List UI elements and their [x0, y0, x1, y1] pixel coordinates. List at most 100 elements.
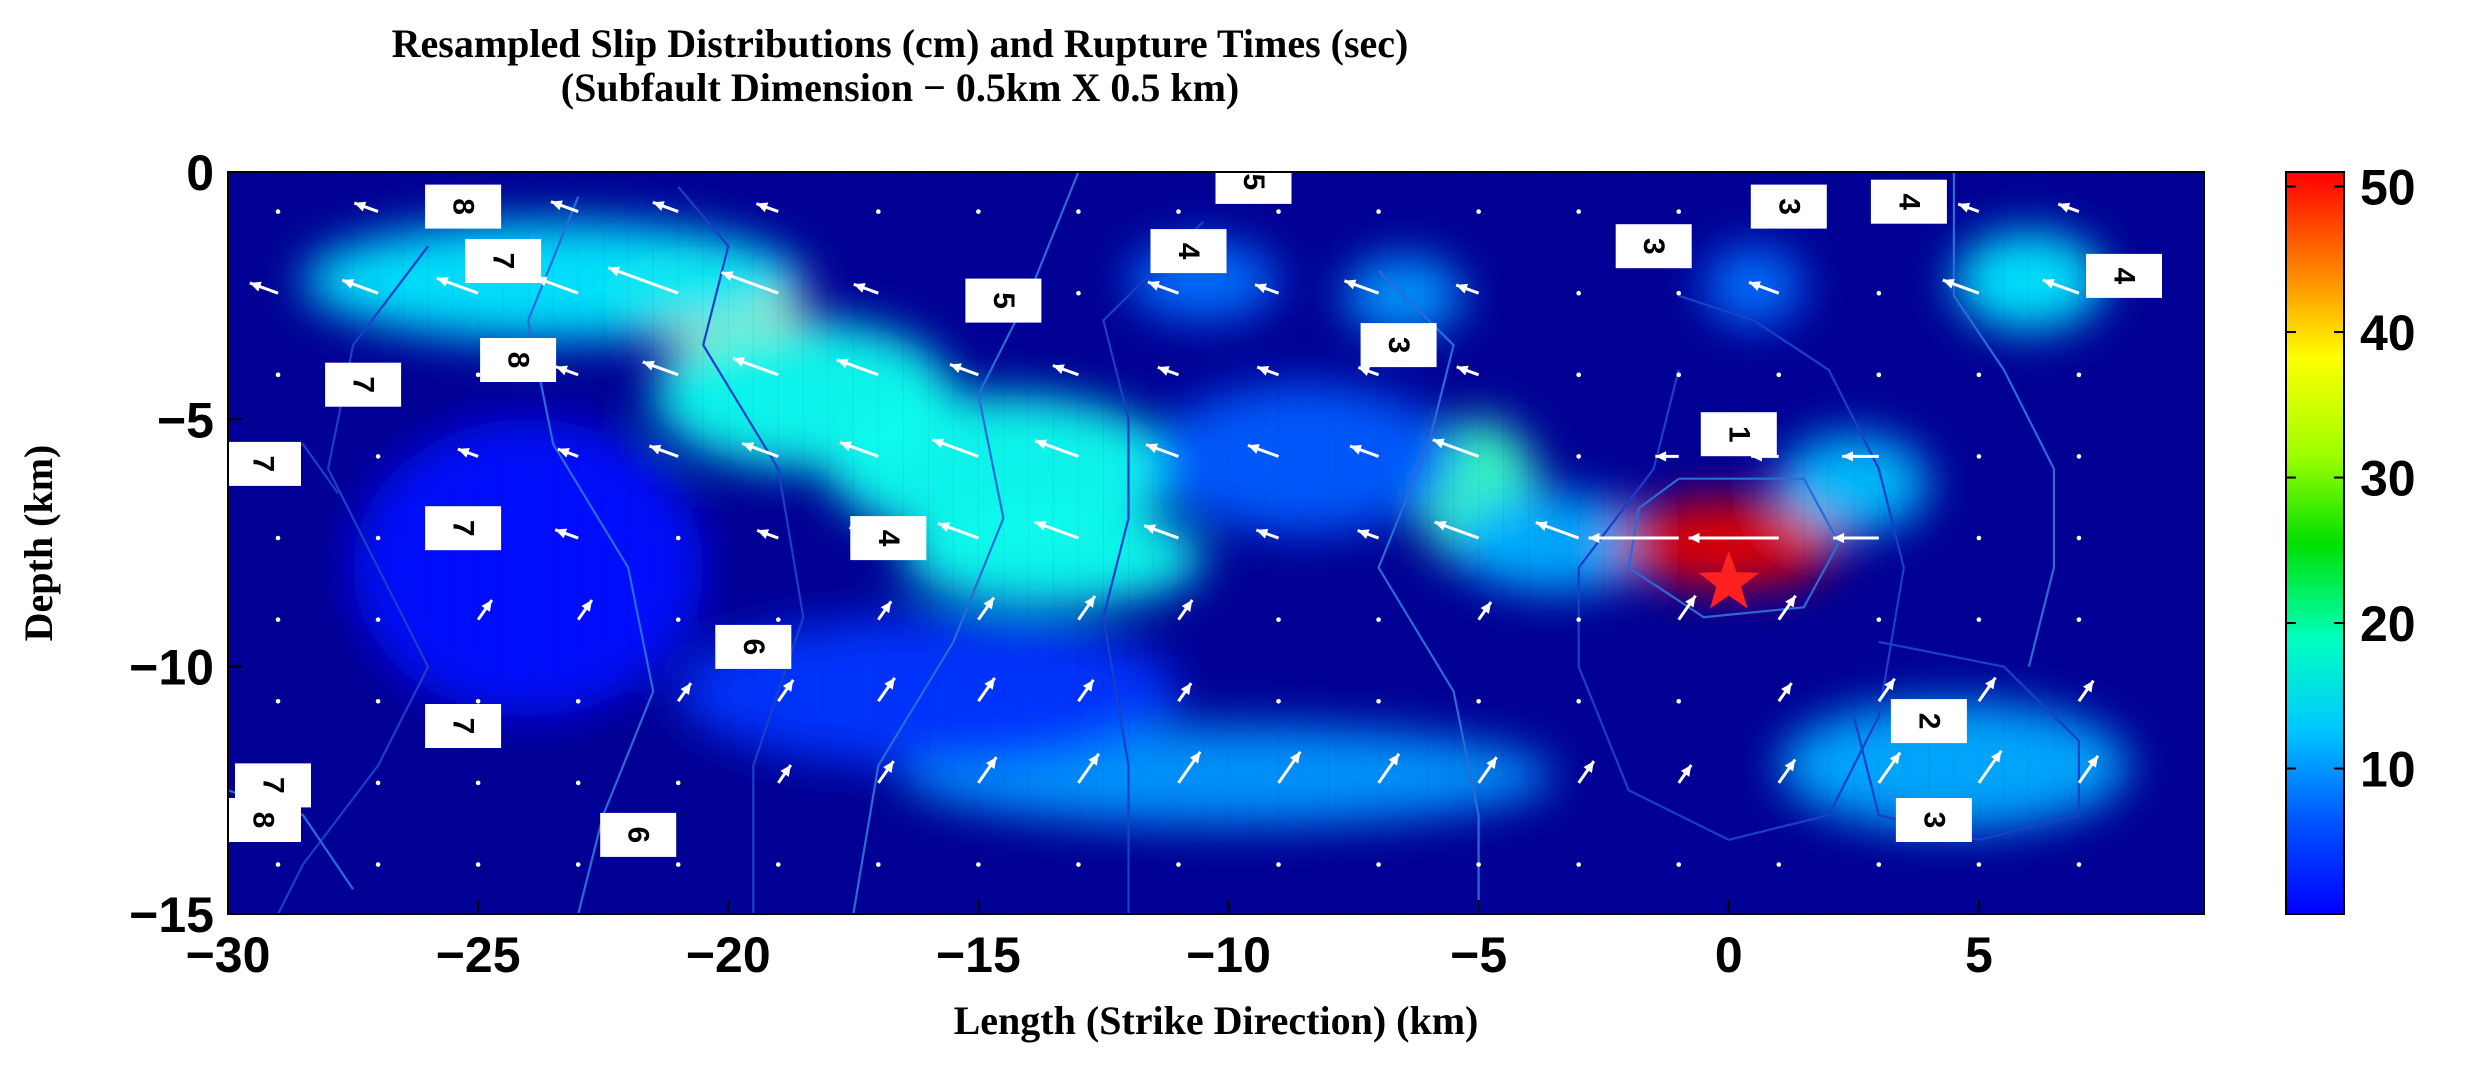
slip-vector-head — [721, 271, 734, 282]
slip-vector-head — [1180, 683, 1192, 695]
slip-vector-dot — [2076, 535, 2082, 541]
slip-vector-head — [1785, 595, 1796, 608]
slip-vector-head — [1144, 524, 1157, 535]
contour-label-text: 1 — [1722, 426, 1755, 443]
contour-label-text: 4 — [872, 530, 905, 547]
contour-label-box — [480, 338, 557, 382]
slip-vector-dot — [1476, 698, 1481, 704]
slip-vector-dot — [976, 209, 981, 214]
slip-vector-dot — [475, 780, 481, 786]
slip-vector-head — [1990, 750, 2002, 763]
contour-label-text: 3 — [1917, 812, 1950, 829]
slip-vector-dot — [375, 780, 381, 786]
slip-vector-dot — [375, 535, 381, 541]
contour-label-box — [2086, 253, 2162, 298]
slip-vector-head — [649, 444, 662, 455]
slip-vector-head — [1257, 365, 1270, 376]
contour-label: 4 — [1870, 179, 1947, 224]
slip-vector-dot — [1176, 862, 1181, 867]
contour-label: 8 — [480, 338, 557, 382]
slip-vector-dot — [1276, 209, 1281, 214]
rupture-time-contour — [1102, 220, 1205, 914]
slip-vector-dot — [275, 862, 281, 867]
slip-vector-dot — [1276, 698, 1281, 704]
slip-vector-head — [1833, 532, 1845, 544]
chart-subtitle: (Subfault Dimension − 0.5km X 0.5 km) — [560, 65, 1240, 110]
rupture-time-contour — [1577, 294, 1905, 841]
slip-vector-head — [1289, 751, 1301, 764]
slip-vector-dot — [1776, 862, 1782, 867]
contour-label-box — [425, 506, 502, 551]
slip-vector-head — [1884, 678, 1895, 691]
slip-vector-head — [884, 677, 895, 690]
y-tick-label: −10 — [129, 640, 214, 696]
colorbar-tick-label: 10 — [2360, 742, 2416, 798]
slip-vector-head — [1344, 279, 1357, 290]
slip-vector-dot — [1676, 209, 1682, 214]
contour-label-text: 6 — [622, 827, 655, 844]
slip-vector-head — [780, 764, 791, 777]
contour-label: 5 — [965, 278, 1042, 323]
slip-vector-dot — [275, 535, 281, 541]
x-tick-label: −25 — [436, 927, 521, 983]
contour-label-box — [465, 239, 542, 283]
slip-patch — [303, 221, 804, 341]
slip-vector-head — [1082, 679, 1094, 692]
slip-vector-dot — [1176, 209, 1181, 214]
slip-vector-dot — [475, 698, 481, 704]
slip-vector-head — [557, 447, 570, 458]
contour-label-text: 8 — [247, 812, 280, 829]
contour-label-text: 6 — [737, 639, 770, 656]
slip-vector — [607, 266, 679, 295]
slip-vector-head — [481, 600, 492, 612]
slip-patches — [303, 221, 2129, 830]
slip-vector-dot — [1876, 372, 1882, 378]
x-tick-label: −5 — [1450, 927, 1507, 983]
contour-label: 8 — [225, 798, 301, 842]
slip-vector-dot — [1076, 290, 1081, 296]
slip-vector-head — [608, 266, 621, 277]
contour-label: 3 — [1750, 184, 1827, 229]
contour-label-box — [1890, 699, 1967, 744]
slip-vector-head — [436, 277, 449, 287]
rupture-time-contour — [677, 186, 805, 914]
slip-patch — [1953, 231, 2104, 331]
contour-label-box — [1615, 224, 1692, 269]
contour-label-text: 7 — [247, 456, 280, 473]
slip-vector-head — [249, 281, 262, 292]
slip-vector-head — [1432, 438, 1445, 449]
contour-label: 3 — [1615, 224, 1692, 269]
slip-vector-head — [938, 522, 951, 532]
slip-vector-head — [555, 528, 568, 539]
y-tick-label: −5 — [157, 392, 214, 448]
slip-vector-head — [1535, 521, 1548, 531]
slip-vector-dot — [1976, 454, 1982, 459]
slip-vector-head — [1680, 764, 1692, 777]
contour-label-text: 5 — [987, 292, 1020, 309]
contour-label-box — [1750, 184, 1827, 229]
slip-vector-dot — [1976, 372, 1982, 378]
contour-label: 7 — [225, 441, 301, 486]
slip-vector-head — [1889, 752, 1901, 765]
slip-vector-head — [457, 447, 470, 458]
contour-label-box — [1215, 159, 1292, 204]
contour-label: 7 — [425, 506, 502, 551]
slip-patch — [1778, 701, 2129, 830]
slip-vector-dot — [575, 698, 581, 704]
contour-label-box — [1870, 179, 1947, 224]
contour-label-box — [1700, 412, 1777, 457]
slip-vector-dot — [1276, 617, 1281, 622]
slip-vector-head — [1480, 602, 1492, 614]
slip-vector-dot — [1376, 617, 1381, 622]
slip-vector-head — [1456, 283, 1469, 294]
slip-patch — [353, 419, 704, 717]
hypocenter-star — [1698, 550, 1760, 609]
rupture-time-contour — [1627, 477, 1841, 619]
slip-vector-head — [2087, 755, 2098, 768]
slip-vector-head — [1189, 751, 1201, 764]
colorbar-tick-label: 40 — [2360, 305, 2416, 361]
slip-vector-head — [983, 597, 994, 610]
slip-patch — [1618, 498, 1839, 588]
slip-vector-dot — [1776, 372, 1782, 378]
